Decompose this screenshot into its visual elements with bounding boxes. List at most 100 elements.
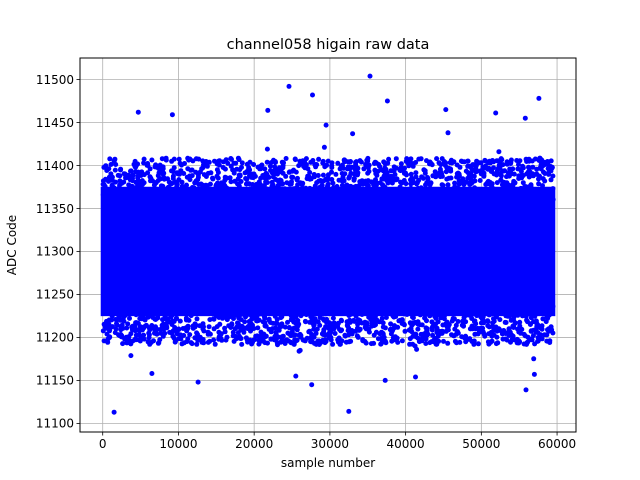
data-point [333,171,339,177]
data-point [321,317,327,323]
outlier-point [323,122,329,128]
data-point [443,169,449,175]
data-point [242,319,248,325]
data-point [418,331,424,337]
y-axis-label: ADC Code [5,215,19,275]
data-point [159,156,165,162]
data-point [128,353,134,359]
data-point [344,182,350,188]
data-point [531,356,537,362]
data-point [132,163,138,169]
data-point [313,330,319,336]
data-point [288,313,294,319]
data-point [145,314,151,320]
data-point [546,195,552,201]
data-point [519,311,525,317]
data-point [176,197,182,203]
data-point [471,338,477,344]
data-point [347,310,353,316]
data-point [519,326,525,332]
x-tick-label: 30000 [311,437,349,451]
data-point [484,190,490,196]
data-point [499,182,505,188]
data-point [155,173,161,179]
data-point [355,325,360,331]
data-point [452,338,458,344]
data-point [335,160,341,166]
data-point [130,301,136,307]
data-point [339,327,345,333]
data-point [247,173,252,179]
data-point [401,197,407,203]
data-point [218,183,224,189]
data-point [387,327,393,333]
data-point [332,331,338,336]
data-point [410,321,416,327]
data-point [206,324,212,330]
data-point [164,308,170,314]
data-point [308,176,314,182]
data-point [304,335,310,341]
data-point [194,330,200,336]
data-point [219,311,225,317]
data-point [226,323,232,329]
data-point [537,193,543,199]
data-point [213,313,219,319]
data-point [358,159,364,165]
data-point [433,188,438,194]
data-point [248,312,254,318]
data-point [194,316,200,322]
data-point [322,164,328,170]
data-point [404,190,410,195]
data-point [377,311,383,317]
data-point [524,303,530,309]
data-point [136,190,142,196]
data-point [454,301,460,307]
data-point [120,341,126,347]
data-point [187,173,193,179]
data-point [103,194,109,200]
data-point [433,341,439,347]
data-point [192,321,198,327]
data-point [518,185,524,191]
y-tick-label: 11350 [36,202,74,216]
data-point [361,166,367,172]
data-point [546,328,552,334]
y-tick-label: 11300 [36,245,74,259]
data-point [102,324,108,330]
data-point [246,319,252,324]
data-point [467,326,473,332]
data-point [451,333,457,339]
data-point [166,179,172,185]
data-point [545,189,551,195]
data-point [335,337,341,343]
data-point [407,341,413,347]
data-point [291,197,297,203]
data-point [366,311,371,317]
data-point [348,338,354,344]
data-point [373,329,379,335]
data-point [546,339,552,345]
data-point [312,302,317,308]
data-point [135,337,141,343]
data-point [256,302,262,308]
data-point [540,183,545,189]
outlier-point [310,92,315,98]
data-point [423,341,429,346]
data-point [496,326,502,332]
data-point [114,322,120,328]
data-point [546,312,552,318]
data-point [229,307,235,313]
data-point [188,313,194,319]
data-point [187,332,193,338]
data-point [273,320,279,326]
data-point [309,339,314,345]
data-point [297,331,303,337]
data-point [307,328,312,334]
data-point [209,301,215,307]
data-point [510,166,516,172]
data-point [153,317,159,322]
data-point [480,329,486,335]
data-point [504,180,510,186]
